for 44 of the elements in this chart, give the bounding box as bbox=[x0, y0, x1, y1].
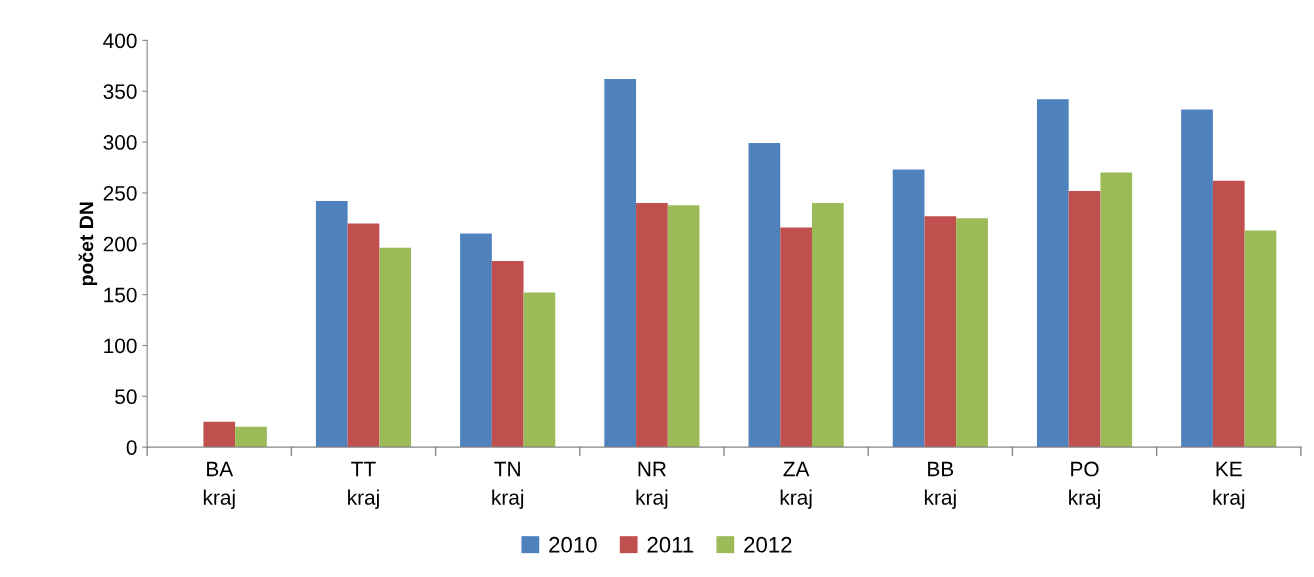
x-tick-label: BB kraj bbox=[924, 461, 956, 509]
bar bbox=[1100, 172, 1133, 448]
y-tick-label: 250 bbox=[103, 185, 137, 201]
y-tick-label: 0 bbox=[126, 440, 137, 455]
bar bbox=[203, 421, 236, 448]
bar bbox=[892, 169, 925, 448]
bar bbox=[780, 227, 812, 448]
y-tick-label: 200 bbox=[103, 236, 137, 252]
bar bbox=[1244, 230, 1277, 448]
x-tick-label: ZA kraj bbox=[780, 461, 812, 509]
legend-label: 2010 bbox=[549, 536, 597, 553]
bar bbox=[924, 216, 957, 448]
x-tick-label: KE kraj bbox=[1213, 461, 1245, 509]
bar bbox=[956, 218, 988, 448]
bar bbox=[1068, 190, 1101, 448]
y-tick-label: 300 bbox=[103, 135, 137, 150]
y-tick-label: 400 bbox=[103, 33, 137, 49]
y-tick-label: 50 bbox=[115, 389, 137, 405]
bar bbox=[811, 203, 844, 448]
y-axis-title: počet DN bbox=[78, 202, 98, 286]
bar bbox=[315, 201, 348, 448]
x-tick-label: TT kraj bbox=[348, 461, 379, 509]
x-tick-label: BA kraj bbox=[203, 461, 235, 509]
bar bbox=[523, 292, 556, 448]
bar bbox=[604, 79, 637, 448]
bar bbox=[636, 203, 668, 448]
bar bbox=[347, 223, 380, 448]
bar bbox=[379, 247, 412, 448]
bar bbox=[491, 261, 524, 448]
bar bbox=[460, 233, 492, 448]
x-tick-label: PO kraj bbox=[1069, 461, 1100, 509]
y-tick-label: 100 bbox=[104, 338, 137, 354]
y-tick-label: 350 bbox=[103, 84, 137, 99]
legend-label: 2012 bbox=[744, 536, 792, 553]
bar bbox=[748, 143, 781, 448]
bar bbox=[1212, 180, 1245, 448]
bar bbox=[235, 426, 267, 448]
y-tick-label: 150 bbox=[104, 287, 137, 303]
x-tick-label: TN kraj bbox=[492, 461, 524, 509]
bar bbox=[667, 205, 700, 448]
x-tick-label: NR kraj bbox=[636, 461, 668, 509]
bar bbox=[1181, 109, 1213, 448]
bar bbox=[1036, 99, 1069, 448]
legend-label: 2011 bbox=[647, 536, 694, 553]
